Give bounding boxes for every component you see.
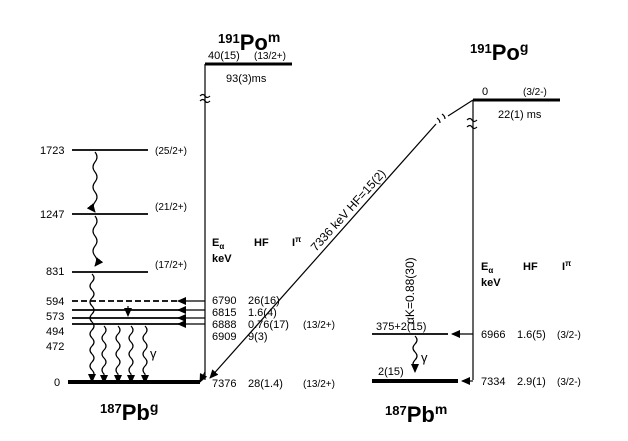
- po-g-break-mark: [466, 117, 478, 130]
- gamma-494-0: [127, 325, 135, 384]
- left-header-ipi: Iπ: [292, 235, 301, 249]
- po-m-level-energy: 40(15): [208, 50, 240, 62]
- pb-g-level-494-energy: 494: [46, 326, 64, 338]
- pb-g-level-472-energy: 472: [46, 341, 64, 353]
- gamma-1247-831: [92, 215, 104, 267]
- pb-g-level-1723-energy: 1723: [40, 145, 64, 157]
- alpha-right-row-0-spin: (3/2-): [557, 330, 581, 341]
- gamma-472-0: [141, 325, 149, 384]
- alpha-left-row-2-spin: (13/2+): [303, 320, 335, 331]
- pb-m-title: 187Pbm: [385, 401, 447, 427]
- gamma-1723-1247: [86, 151, 98, 213]
- alpha-left-row-1-hf: 1.6(4): [248, 307, 277, 319]
- pb-g-level-594-energy: 594: [46, 296, 64, 308]
- pb-m-gamma-arrow: [411, 335, 419, 373]
- po-m-title: 191Pom: [218, 29, 280, 55]
- right-header-ea: Eα: [481, 261, 493, 275]
- alpha-left-row-0-hf: 26(16): [248, 295, 280, 307]
- pb-m-alpha-k-label: αK=0.88(30): [403, 257, 417, 324]
- left-header-hf: HF: [254, 237, 269, 249]
- alpha-left-row-4-hf: 28(1.4): [248, 378, 283, 390]
- right-header-ipi: Iπ: [562, 259, 571, 273]
- pb-g-level-1723-spin: (25/2+): [155, 146, 187, 157]
- right-header-hf: HF: [523, 261, 538, 273]
- po-m-halflife: 93(3)ms: [226, 73, 267, 85]
- left-header-ea: Eα: [212, 237, 224, 251]
- pb-g-level-1247-spin: (21/2+): [155, 202, 187, 213]
- alpha-right-row-1-spin: (3/2-): [557, 377, 581, 388]
- alpha-left-row-4-spin: (13/2+): [303, 379, 335, 390]
- pb-g-level-831-energy: 831: [46, 266, 64, 278]
- diagonal-alpha-arrow: [209, 123, 437, 379]
- alpha-right-row-1-hf: 2.9(1): [517, 376, 546, 388]
- pb-g-level-831-spin: (17/2+): [155, 260, 187, 271]
- alpha-left-row-2-hf: 0.76(17): [248, 319, 289, 331]
- gamma-573-0: [114, 325, 122, 384]
- pb-g-gamma-cascade: [86, 151, 149, 384]
- pb-g-level-0-energy: 0: [54, 377, 60, 389]
- pb-g-level-1247-energy: 1247: [40, 209, 64, 221]
- pb-m-level-lower-label: 2(15): [378, 366, 404, 378]
- alpha-arrows-left: [177, 297, 205, 328]
- alpha-left-row-3-e: 6909: [212, 331, 236, 343]
- right-header-kev: keV: [481, 277, 501, 289]
- alpha-left-row-2-e: 6888: [212, 319, 236, 331]
- alpha-right-row-0-hf: 1.6(5): [517, 329, 546, 341]
- alpha-arrow-ground: [199, 371, 208, 383]
- po-g-halflife: 22(1) ms: [498, 109, 542, 121]
- pb-g-title: 187Pbg: [100, 399, 158, 425]
- pb-g-level-573-energy: 573: [46, 311, 64, 323]
- po-m-break-mark: [199, 93, 211, 104]
- diagonal-break-mark: [436, 113, 446, 124]
- left-header-kev: keV: [212, 253, 232, 265]
- pb-m-level-upper-label: 375+2(15): [376, 321, 426, 333]
- alpha-right-row-1-e: 7334: [481, 376, 505, 388]
- diagonal-alpha-line: [447, 99, 474, 117]
- po-g-spin: (3/2-): [523, 87, 547, 98]
- diagonal-alpha-label: 7336 keV HF=15(2): [308, 167, 389, 254]
- alpha-left-row-0-e: 6790: [212, 295, 236, 307]
- alpha-table-left: 6790 26(16) 6815 1.6(4) 6888 0.76(17) (1…: [212, 295, 335, 390]
- alpha-left-row-1-e: 6815: [212, 307, 236, 319]
- alpha-left-row-4-e: 7376: [212, 378, 236, 390]
- po-m-spin: (13/2+): [254, 51, 286, 62]
- alpha-right-row-0-e: 6966: [481, 329, 505, 341]
- gamma-594-0: [100, 325, 108, 384]
- po-g-title: 191Pog: [470, 39, 528, 65]
- gamma-831-lower: [88, 273, 96, 383]
- po-g-level-energy: 0: [482, 86, 488, 98]
- alpha-left-row-3-hf: 9(3): [248, 331, 268, 343]
- alpha-table-right: 6966 1.6(5) (3/2-) 7334 2.9(1) (3/2-): [481, 329, 581, 388]
- pb-m-gamma-symbol: γ: [421, 350, 428, 365]
- pb-g-gamma-symbol: γ: [150, 346, 157, 361]
